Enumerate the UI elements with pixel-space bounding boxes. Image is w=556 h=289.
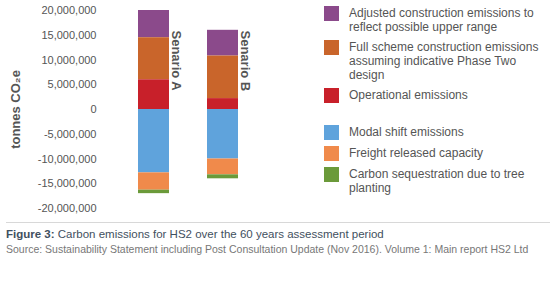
html-text:Operational emissions: Operational emissions bbox=[349, 88, 468, 102]
svg-text:20,000,000: 20,000,000 bbox=[41, 4, 96, 16]
svg-text:-10,000,000: -10,000,000 bbox=[38, 153, 97, 165]
svg-text:10,000,000: 10,000,000 bbox=[41, 54, 96, 66]
html-text:Full scheme construction emiss: Full scheme construction emissions assum… bbox=[349, 40, 539, 82]
svg-text:5,000,000: 5,000,000 bbox=[48, 78, 97, 90]
svg-text:Senario A: Senario A bbox=[169, 31, 184, 92]
html-text:Freight released capacity: Freight released capacity bbox=[349, 146, 484, 160]
html-text:Source: Sustainability Stateme: Source: Sustainability Statement includi… bbox=[6, 243, 529, 255]
svg-text:15,000,000: 15,000,000 bbox=[41, 29, 96, 41]
svg-text:tonnes CO₂e: tonnes CO₂e bbox=[8, 70, 23, 149]
html-text:Modal shift emissions: Modal shift emissions bbox=[349, 125, 464, 139]
html-text:Figure 3: Carbon emissions for: Figure 3: Carbon emissions for HS2 over … bbox=[6, 228, 384, 240]
html-text:Carbon sequestration due to tr: Carbon sequestration due to tree plantin… bbox=[349, 167, 525, 195]
svg-text:0: 0 bbox=[90, 103, 96, 115]
svg-text:-5,000,000: -5,000,000 bbox=[44, 128, 97, 140]
html-text:Adjusted construction emission: Adjusted construction emissions to refle… bbox=[349, 6, 534, 34]
svg-text:-20,000,000: -20,000,000 bbox=[38, 202, 97, 214]
svg-text:Senario B: Senario B bbox=[238, 31, 253, 92]
svg-text:-15,000,000: -15,000,000 bbox=[38, 177, 97, 189]
